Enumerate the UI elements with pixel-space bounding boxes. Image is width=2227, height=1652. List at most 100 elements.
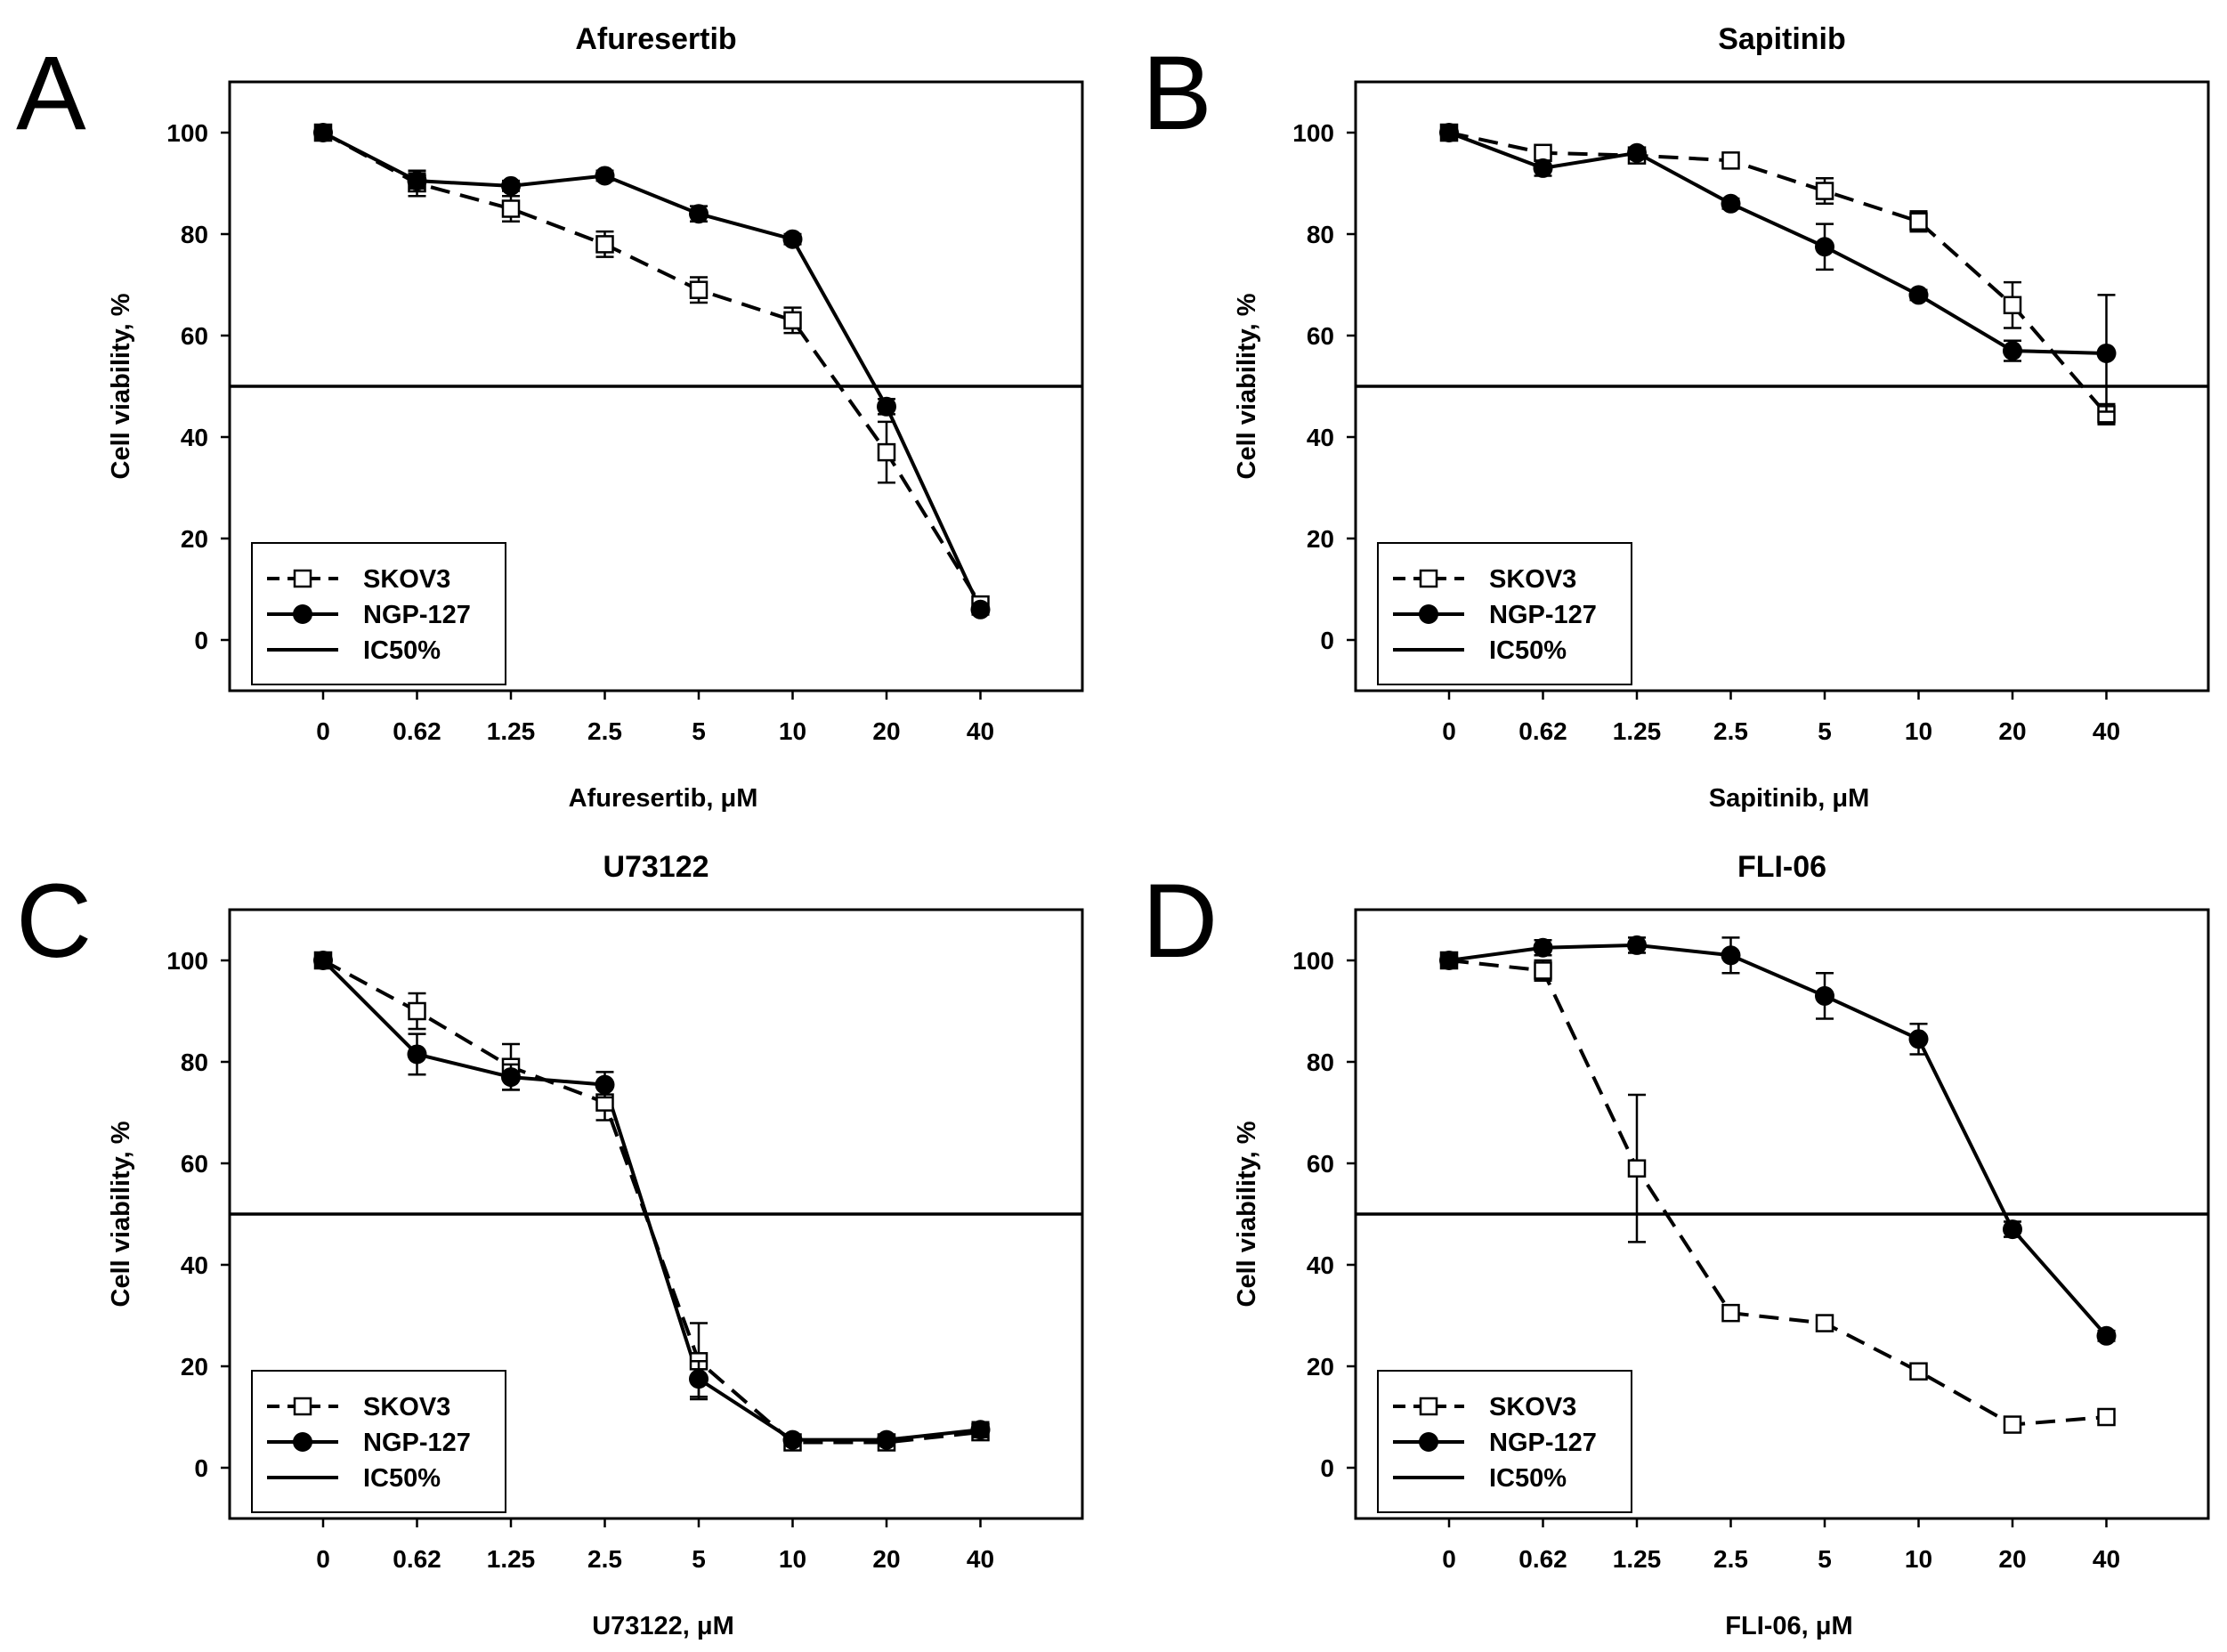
panel-label: C [16, 862, 92, 980]
y-tick-label: 60 [1307, 1150, 1334, 1178]
x-tick-label: 20 [872, 1545, 900, 1573]
x-tick-label: 0.62 [393, 717, 441, 745]
x-tick-label: 0 [316, 1545, 330, 1573]
data-point-ngp-127 [1721, 945, 1741, 966]
x-tick-label: 2.5 [1713, 1545, 1748, 1573]
data-point-ngp-127 [407, 171, 427, 191]
y-tick-label: 20 [1307, 1353, 1334, 1381]
x-tick-label: 0.62 [1518, 1545, 1567, 1573]
y-tick-label: 20 [181, 525, 208, 553]
chart-panel-c: C U73122 0 20 40 60 80 100 0 0.62 1.25 2.5 5 10 20 40 U7… [16, 850, 1084, 1640]
y-tick-label: 40 [181, 424, 208, 451]
data-point-ngp-127 [1533, 158, 1553, 178]
x-axis-label: Afuresertib, μM [569, 784, 758, 813]
y-tick-label: 0 [1320, 627, 1334, 654]
data-point-skov3 [1909, 1362, 1928, 1381]
x-tick-label: 10 [1905, 1545, 1932, 1573]
data-point-skov3 [408, 1001, 426, 1021]
x-tick-label: 2.5 [587, 1545, 622, 1573]
data-point-ngp-127 [1815, 985, 1834, 1006]
data-point-ngp-127 [1627, 142, 1647, 163]
data-point-skov3 [595, 235, 614, 254]
x-tick-label: 40 [967, 1545, 994, 1573]
y-tick-label: 60 [1307, 322, 1334, 350]
data-point-ngp-127 [877, 396, 896, 417]
data-point-skov3 [689, 280, 709, 299]
legend: SKOV3 NGP-127 IC50% [251, 542, 506, 685]
data-point-ngp-127 [2096, 343, 2117, 363]
chart-title: Afuresertib [575, 22, 736, 56]
y-tick-label: 80 [181, 221, 208, 248]
series-line-ngp-127 [1448, 131, 2107, 355]
chart-panel-a: A Afuresertib 0 20 40 60 80 100 0 0.62 1.25 2.5 5 10 2… [16, 22, 1084, 813]
x-tick-label: 40 [2093, 1545, 2120, 1573]
data-point-ngp-127 [501, 175, 521, 196]
data-point-ngp-127 [782, 229, 803, 249]
data-point-skov3 [1815, 1314, 1834, 1332]
data-point-ngp-127 [501, 1067, 521, 1088]
legend-label: IC50% [363, 1464, 441, 1493]
y-tick-label: 40 [1307, 424, 1334, 451]
data-point-ngp-127 [689, 204, 709, 224]
x-tick-label: 40 [2093, 717, 2120, 745]
x-tick-label: 1.25 [1613, 1545, 1662, 1573]
legend: SKOV3 NGP-127 IC50% [251, 1370, 506, 1513]
y-tick-label: 20 [181, 1353, 208, 1381]
legend-marker-ngp127 [293, 1432, 312, 1452]
chart-title: FLI-06 [1737, 850, 1826, 884]
legend: SKOV3 NGP-127 IC50% [1377, 1370, 1632, 1513]
y-axis-label: Cell viability, % [107, 293, 135, 479]
chart-title: Sapitinib [1718, 22, 1846, 56]
legend-marker-ngp127 [1419, 604, 1438, 624]
data-point-ngp-127 [689, 1369, 709, 1389]
data-point-skov3 [2003, 296, 2022, 315]
legend-marker-skov3 [1419, 1397, 1438, 1416]
panel-label: D [1142, 862, 1218, 980]
data-point-ngp-127 [595, 1074, 615, 1095]
legend-marker-skov3 [1419, 569, 1438, 588]
legend-marker-ngp127 [1419, 1432, 1438, 1452]
x-tick-label: 0 [316, 717, 330, 745]
data-point-skov3 [1909, 212, 1928, 231]
y-axis-label: Cell viability, % [1233, 293, 1261, 479]
y-tick-label: 80 [181, 1049, 208, 1076]
legend-marker-ngp127 [293, 604, 312, 624]
x-tick-label: 1.25 [1613, 717, 1662, 745]
x-axis-label: Sapitinib, μM [1709, 784, 1869, 813]
y-axis-label: Cell viability, % [107, 1121, 135, 1307]
data-point-ngp-127 [1439, 951, 1459, 970]
x-tick-label: 2.5 [1713, 717, 1748, 745]
x-tick-label: 0.62 [393, 1545, 441, 1573]
data-point-skov3 [1815, 182, 1834, 200]
x-tick-label: 10 [1905, 717, 1932, 745]
data-point-ngp-127 [2003, 1219, 2022, 1240]
legend-label: NGP-127 [363, 1429, 471, 1457]
legend-label: SKOV3 [363, 565, 450, 594]
legend-marker-skov3 [293, 1397, 312, 1416]
data-point-ngp-127 [313, 123, 333, 142]
data-point-ngp-127 [407, 1044, 427, 1065]
data-point-ngp-127 [1908, 1029, 1929, 1049]
y-tick-label: 60 [181, 1150, 208, 1178]
x-tick-label: 5 [1818, 1545, 1832, 1573]
legend-label: IC50% [1489, 1464, 1567, 1493]
y-tick-label: 100 [166, 119, 208, 147]
x-tick-label: 20 [1998, 717, 2026, 745]
legend-label: SKOV3 [363, 1393, 450, 1421]
legend-label: NGP-127 [363, 601, 471, 629]
x-tick-label: 5 [692, 717, 706, 745]
data-point-ngp-127 [595, 166, 615, 186]
y-tick-label: 100 [166, 947, 208, 975]
panel-label: A [16, 35, 86, 152]
y-axis-label: Cell viability, % [1233, 1121, 1261, 1307]
series-line-ngp-127 [321, 959, 981, 1442]
data-point-ngp-127 [1533, 937, 1553, 958]
legend-marker-skov3 [293, 569, 312, 588]
panel-label: B [1142, 35, 1212, 152]
chart-title: U73122 [603, 850, 709, 884]
x-axis-label: FLI-06, μM [1725, 1612, 1852, 1640]
data-point-skov3 [2097, 1407, 2116, 1427]
data-point-skov3 [1721, 1303, 1740, 1323]
legend-label: SKOV3 [1489, 1393, 1576, 1421]
